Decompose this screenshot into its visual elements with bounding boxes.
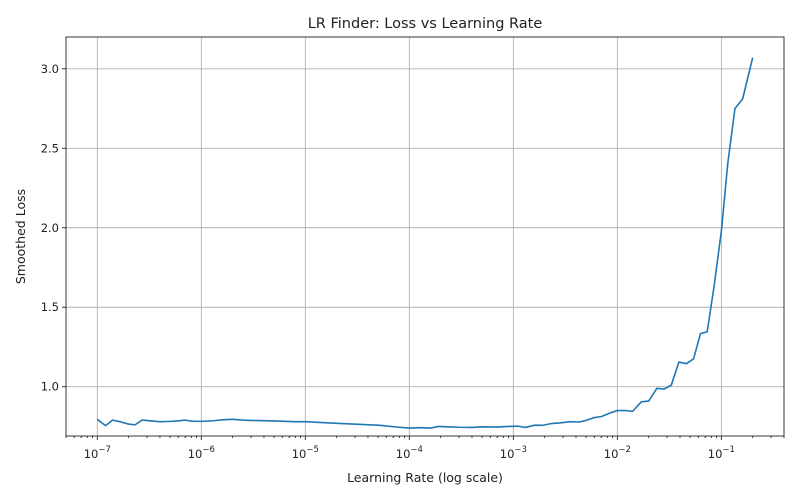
x-tick-label: 10−7 — [84, 445, 111, 461]
x-tick-label: 10−2 — [604, 445, 631, 461]
series-layer — [96, 57, 754, 429]
x-tick-label: 10−3 — [500, 445, 527, 461]
y-tick-label: 1.0 — [41, 380, 59, 394]
y-tick-label: 1.5 — [41, 300, 59, 314]
y-axis-label: Smoothed Loss — [13, 189, 28, 284]
loss-curve — [96, 57, 754, 429]
grid-lines — [66, 37, 784, 436]
chart-title: LR Finder: Loss vs Learning Rate — [308, 16, 543, 32]
y-tick-label: 2.5 — [41, 141, 59, 155]
y-tick-label: 2.0 — [41, 221, 59, 235]
x-tick-label: 10−1 — [708, 445, 735, 461]
y-tick-label: 3.0 — [41, 62, 59, 76]
y-axis: 1.0 1.5 2.0 2.5 3.0 — [41, 62, 66, 394]
x-tick-label: 10−6 — [188, 445, 215, 461]
x-tick-label: 10−4 — [396, 445, 423, 461]
x-tick-label: 10−5 — [292, 445, 319, 461]
x-axis: 10−7 10−6 10−5 10−4 10−3 10−2 10−1 — [65, 436, 785, 461]
plot-frame — [65, 36, 785, 437]
x-axis-label: Learning Rate (log scale) — [347, 470, 503, 485]
